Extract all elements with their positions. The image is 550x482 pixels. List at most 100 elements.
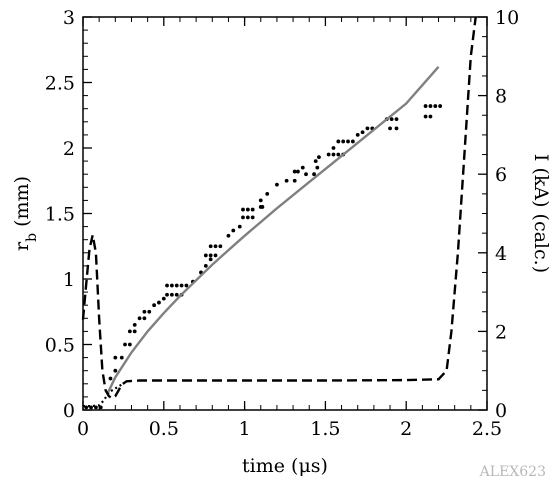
data-point: [169, 292, 174, 297]
data-point: [296, 169, 300, 174]
data-point: [208, 244, 213, 249]
y-right-tick-label: 2: [495, 321, 507, 343]
data-point: [423, 104, 428, 108]
data-point: [341, 139, 346, 144]
y-left-tick-label: 1.5: [45, 204, 75, 226]
data-point: [331, 146, 336, 150]
y-left-tick-label: 0.5: [45, 335, 75, 357]
data-point: [292, 169, 297, 174]
data-point: [127, 329, 132, 334]
data-point: [213, 253, 218, 258]
data-point: [132, 322, 137, 327]
series-layer: [81, 16, 477, 410]
y-right-tick-label: 8: [495, 86, 507, 108]
y-left-tick-label: 0: [63, 400, 75, 422]
data-point: [98, 405, 103, 410]
data-point: [326, 152, 331, 157]
data-point: [360, 130, 365, 135]
data-point: [113, 368, 118, 373]
y-axis-left-title-main: r: [11, 241, 33, 251]
data-point: [127, 342, 132, 347]
data-point: [218, 244, 223, 249]
x-tick-label: 1: [239, 418, 251, 440]
data-point: [428, 104, 433, 108]
data-point: [265, 191, 270, 196]
y-left-tick-label: 2.5: [45, 73, 75, 95]
data-point: [89, 405, 93, 410]
data-point: [213, 244, 218, 249]
data-point: [275, 182, 279, 187]
y-axis-right-title: I (kA) (calc.): [530, 154, 550, 273]
data-point: [147, 309, 152, 314]
data-point: [394, 117, 399, 122]
x-tick-label: 1.5: [310, 418, 340, 440]
data-point: [142, 316, 147, 321]
data-point: [250, 215, 255, 220]
data-point: [312, 172, 316, 177]
data-point: [84, 405, 89, 410]
x-tick-label: 0.5: [149, 418, 179, 440]
data-point: [346, 139, 350, 144]
data-point: [123, 342, 127, 347]
data-point: [428, 114, 433, 119]
data-point: [203, 253, 208, 258]
data-point: [161, 296, 166, 301]
data-point: [438, 104, 443, 108]
watermark: ALEX623: [479, 464, 546, 480]
data-point: [284, 178, 289, 183]
y-left-tick-label: 1: [63, 269, 75, 291]
data-point: [317, 155, 321, 160]
data-point: [157, 300, 161, 305]
data-point: [245, 215, 250, 220]
data-point: [433, 104, 438, 108]
data-point: [108, 376, 113, 381]
data-point: [258, 198, 263, 203]
x-axis-title: time (μs): [242, 455, 328, 477]
data-point: [292, 178, 297, 183]
data-point: [331, 152, 336, 157]
data-point: [179, 283, 184, 288]
data-point: [260, 205, 265, 209]
series-line-dotted: [83, 383, 123, 408]
data-point: [142, 309, 147, 314]
plot-frame: [82, 16, 488, 411]
data-point: [237, 224, 242, 229]
data-point: [241, 207, 245, 212]
data-point: [165, 292, 169, 297]
data-point: [231, 228, 236, 233]
data-point: [241, 215, 245, 220]
data-point: [389, 117, 394, 122]
x-tick-label: 2.5: [472, 418, 502, 440]
y-right-tick-label: 6: [495, 164, 507, 186]
data-point: [226, 233, 231, 238]
data-point: [174, 292, 179, 297]
data-point: [208, 253, 213, 258]
series-line-dashed: [81, 16, 477, 400]
data-point: [165, 283, 169, 288]
data-point: [208, 257, 213, 262]
data-point: [174, 283, 179, 288]
data-point: [365, 126, 370, 131]
data-point: [315, 165, 320, 170]
data-point: [113, 355, 118, 360]
y-axis-left-title-sub: b: [24, 233, 40, 242]
data-point: [119, 355, 124, 360]
y-axis-left-title: rb (mm): [11, 176, 40, 251]
x-tick-label: 0: [77, 418, 89, 440]
data-point: [355, 133, 360, 137]
data-point: [184, 283, 189, 288]
data-point: [313, 159, 318, 164]
data-point: [250, 207, 255, 212]
data-point: [388, 126, 392, 131]
data-point: [423, 114, 428, 119]
data-point: [132, 329, 137, 334]
y-axis-left-title-unit: (mm): [11, 176, 33, 233]
data-point: [152, 303, 157, 308]
data-point: [137, 316, 142, 321]
data-point: [394, 126, 399, 131]
y-right-tick-label: 0: [495, 400, 507, 422]
y-right-tick-label: 4: [495, 243, 507, 265]
series-line-solid: [106, 66, 440, 395]
